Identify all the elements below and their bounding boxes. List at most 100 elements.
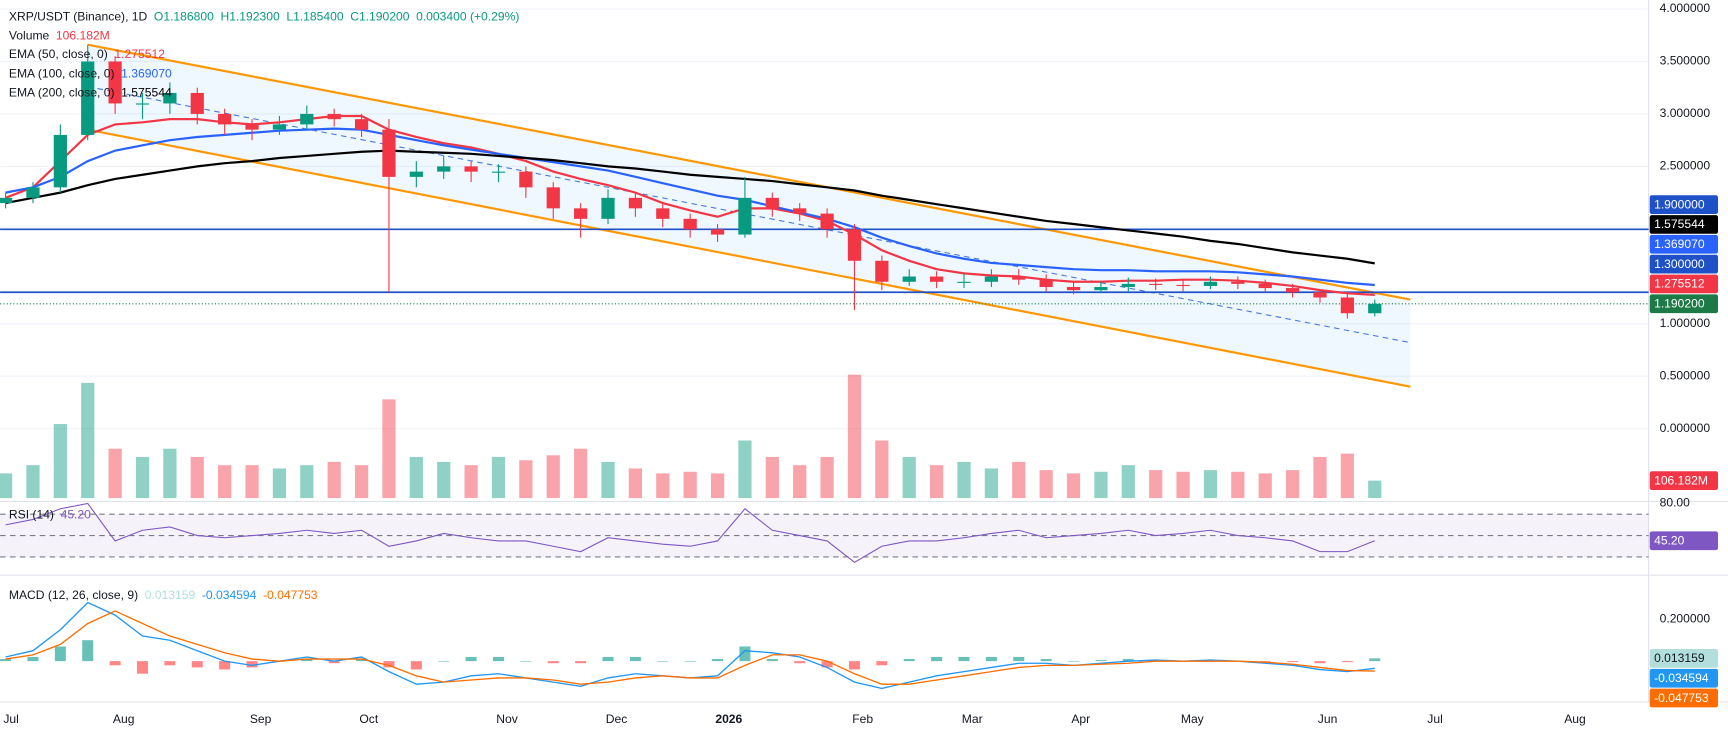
price-label-box [1649,274,1719,294]
channel-lower [87,128,1411,388]
candle-body [957,281,971,283]
volume-bar [272,468,287,499]
y-tick-label: 2.500000 [1660,159,1711,173]
volume-bar [190,456,204,499]
volume-bar [902,456,916,499]
candle-body [1012,276,1026,280]
histogram-bar [958,656,970,662]
candle-body [409,171,423,177]
histogram-bar [903,659,915,662]
legend-title: XRP/USDT (Binance), 1D [9,10,148,24]
candle-body [1285,288,1300,293]
price-label: 0.013159 [1654,651,1705,665]
x-tick-label: Oct [359,712,378,726]
volume-bar [218,465,232,499]
change-value: 0.003400 (+0.29%) [416,10,519,24]
histogram-bar [410,661,422,670]
candle-body [1094,287,1108,291]
x-tick-label: Aug [113,712,135,726]
price-label: 106.182M [1654,473,1708,487]
histogram-bar [1314,661,1326,664]
volume-bar [108,448,122,499]
candle-body [382,129,396,177]
candle-body [190,92,204,114]
legend-value: 106.182M [56,29,110,43]
volume-bar [1094,471,1108,499]
histogram-bar [301,659,313,662]
volume-bar [1258,473,1272,499]
price-label: 1.275512 [1654,277,1705,291]
legend-value: 1.575544 [121,86,172,100]
volume-bar [793,465,807,499]
volume-bar [409,456,423,499]
candle-body [53,134,67,188]
volume-bar [1066,473,1081,499]
volume-bar [710,473,725,499]
volume-bar [1121,465,1135,499]
x-tick-label: Jul [1427,712,1442,726]
candle-body [1258,283,1272,289]
candle-body [163,92,177,104]
histogram-bar [1040,659,1052,662]
x-tick-label: 2026 [715,712,742,726]
candle-body [574,208,588,219]
volume-bar [1012,461,1026,499]
volume-bar [1149,470,1163,499]
volume-bar [1203,470,1218,499]
legend-value: 1.369070 [121,67,172,81]
price-label: 1.575544 [1654,217,1705,231]
y-tick-label: 0.500000 [1660,368,1711,382]
ohlc-value: C1.190200 [350,10,410,24]
candle-body [218,113,232,125]
volume-bar [491,456,506,499]
y-tick-label: 80.00 [1660,496,1691,510]
y-tick-label: 1.000000 [1660,316,1711,330]
x-tick-label: Nov [496,712,518,726]
candle-body [464,166,478,172]
volume-bar [875,440,889,499]
legend-title: RSI (14) [9,508,54,522]
x-tick-label: Jun [1318,712,1338,726]
volume-bar [656,473,670,499]
volume-bar [546,455,560,499]
volume-bar [1231,471,1245,499]
candle-body [1231,281,1245,284]
candle-body [820,213,834,230]
histogram-bar [356,659,368,662]
histogram-bar [575,661,587,664]
legend-row: EMA (50, close, 0) 1.275512 [9,47,165,61]
candle-body [1176,284,1190,287]
volume-bar [382,399,396,499]
volume-bar [628,468,643,499]
line [5,502,1375,563]
volume-bar [984,468,998,499]
histogram-bar [164,661,176,666]
candle-body [1368,303,1382,314]
y-tick-label: 0.000000 [1660,421,1711,435]
histogram-bar [794,661,806,664]
line [5,610,1375,685]
candle-body [847,229,862,261]
price-label-box [1649,234,1719,254]
legend-title: EMA (100, close, 0) [9,67,115,81]
histogram-bar [766,659,778,662]
y-tick-label: 3.000000 [1660,106,1711,120]
candle-body [875,260,889,282]
line [5,149,1375,265]
volume-bar [683,471,697,499]
price-label-box [1649,254,1719,274]
histogram-bar [931,656,943,662]
legend-value: 0.013159 [145,588,196,602]
legend-value: 45.20 [61,508,92,522]
candle-body [1340,297,1354,314]
histogram-bar [0,659,12,662]
candle-body [1313,292,1327,298]
candle-body [656,208,670,219]
volume-bar [820,456,834,499]
volume-bar [464,465,478,499]
histogram-bar [684,661,696,662]
candle-body [1149,283,1163,285]
legend-value: 1.275512 [114,47,165,61]
candle-body [1039,279,1053,288]
